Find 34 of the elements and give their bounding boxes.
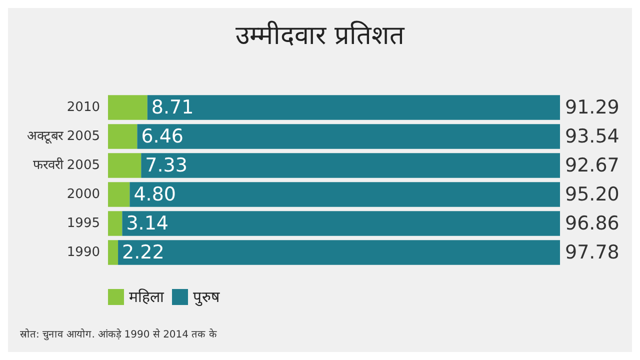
bar	[137, 124, 560, 149]
data-label: 97.78	[565, 242, 620, 264]
bar	[108, 153, 142, 178]
data-label: 95.20	[565, 184, 620, 206]
bar	[108, 240, 118, 265]
data-label: 96.86	[565, 212, 620, 234]
data-label: 92.67	[565, 154, 620, 176]
bar	[141, 153, 560, 178]
y-tick-label: 2000	[66, 187, 100, 202]
y-tick-label: 2010	[66, 100, 100, 115]
chart-title: उम्मीदवार प्रतिशत	[235, 20, 406, 51]
legend-label: महिला	[129, 288, 165, 306]
y-tick-label: फरवरी 2005	[32, 157, 100, 173]
bar	[147, 95, 560, 120]
data-label: 7.33	[145, 154, 188, 176]
bar	[108, 182, 130, 207]
bar	[130, 182, 560, 207]
bar	[108, 95, 148, 120]
data-label: 91.29	[565, 96, 620, 118]
data-label: 6.46	[141, 126, 184, 148]
y-tick-label: 1995	[66, 216, 100, 231]
bar	[122, 211, 560, 236]
bar	[108, 124, 138, 149]
y-tick-label: 1990	[66, 245, 100, 260]
y-tick-label: अक्टूबर 2005	[26, 129, 100, 144]
data-label: 4.80	[134, 184, 176, 206]
data-label: 2.22	[122, 242, 164, 264]
data-label: 8.71	[151, 96, 194, 118]
text: स्रोत: चुनाव आयोग. आंकड़े 1990 से 2014 तक के	[20, 328, 217, 340]
legend-label: पुरुष	[193, 288, 220, 307]
data-label: 3.14	[126, 212, 169, 234]
data-label: 93.54	[565, 126, 620, 148]
bar	[118, 240, 560, 265]
bar	[108, 211, 122, 236]
